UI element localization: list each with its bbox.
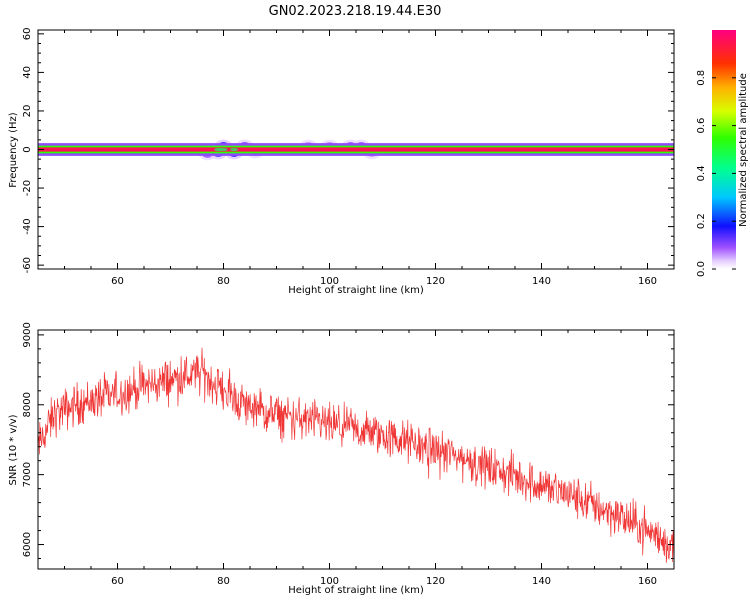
snr-x-ticks: 60 80 100 120 140 160 (64, 330, 675, 587)
x-tick-label: 140 (532, 576, 551, 587)
x-tick-label: 100 (320, 576, 339, 587)
snr-panel: 60 80 100 120 140 160 6000 7000 8000 9000 Height… (8, 322, 675, 596)
y-tick-label: 60 (22, 27, 33, 40)
heatmap-core (230, 147, 239, 152)
heatmap-y-label: Frequency (Hz) (8, 112, 19, 188)
y-tick-label: -40 (22, 218, 33, 234)
heatmap-cells (38, 139, 674, 161)
colorbar-label: Normalized spectral amplitude (738, 73, 749, 227)
colorbar-tick-label: 0.8 (696, 70, 707, 86)
x-tick-label: 60 (111, 576, 124, 587)
heatmap-x-label: Height of straight line (km) (288, 285, 424, 296)
heatmap-core (219, 147, 228, 152)
y-tick-label: -60 (22, 257, 33, 273)
heatmap-side-band (38, 152, 674, 156)
y-tick-label: 40 (22, 66, 33, 79)
x-tick-label: 120 (426, 276, 445, 287)
heatmap-panel: 60 80 100 120 140 160 -60 -40 -20 0 20 40 60 Height… (8, 27, 675, 296)
y-tick-label: 20 (22, 105, 33, 118)
snr-y-ticks: 6000 7000 8000 9000 (22, 322, 674, 560)
colorbar-tick-label: 0.6 (696, 118, 707, 134)
y-tick-label: 9000 (22, 322, 33, 347)
y-tick-label: 8000 (22, 392, 33, 417)
x-tick-label: 120 (426, 576, 445, 587)
y-tick-label: 6000 (22, 532, 33, 557)
heatmap-x-ticks: 60 80 100 120 140 160 (64, 30, 675, 287)
x-tick-label: 140 (532, 276, 551, 287)
snr-plot-area (38, 330, 674, 569)
y-tick-label: -20 (22, 180, 33, 196)
heatmap-y-ticks: -60 -40 -20 0 20 40 60 (22, 27, 674, 273)
colorbar-tick-label: 0.4 (696, 165, 707, 181)
colorbar-ticks: 0.0 0.2 0.4 0.6 0.8 (696, 70, 736, 277)
snr-y-label: SNR (10 * v/v) (8, 414, 19, 485)
heatmap-side-band (38, 145, 674, 149)
figure-title: GN02.2023.218.19.44.E30 (269, 4, 442, 19)
heatmap-side-band (38, 143, 674, 147)
x-tick-label: 160 (638, 276, 657, 287)
colorbar-tick-label: 0.0 (696, 261, 707, 277)
snr-series-line (38, 347, 674, 567)
snr-x-label: Height of straight line (km) (288, 585, 424, 596)
heatmap-main-band (38, 147, 674, 152)
x-tick-label: 100 (320, 276, 339, 287)
heatmap-side-band (38, 150, 674, 154)
x-tick-label: 60 (111, 276, 124, 287)
colorbar-tick-label: 0.2 (696, 213, 707, 229)
x-tick-label: 80 (217, 576, 230, 587)
colorbar: 0.0 0.2 0.4 0.6 0.8 Normalized spectral ampl… (696, 30, 749, 277)
colorbar-gradient (712, 30, 736, 269)
y-tick-label: 7000 (22, 462, 33, 487)
y-tick-label: 0 (22, 146, 33, 152)
x-tick-label: 80 (217, 276, 230, 287)
x-tick-label: 160 (638, 576, 657, 587)
